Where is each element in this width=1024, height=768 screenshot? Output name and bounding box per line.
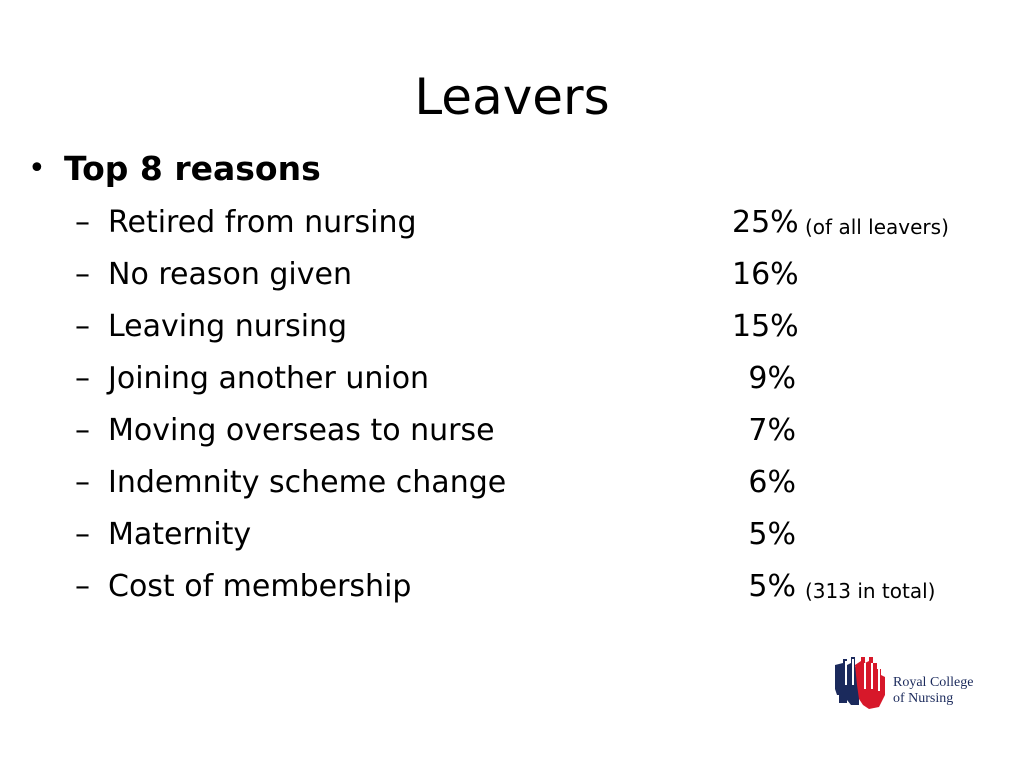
reason-label: Joining another union [108, 361, 430, 396]
bullet-item: • Top 8 reasons [28, 146, 321, 192]
dash-symbol: – [75, 569, 90, 604]
dash-symbol: – [75, 465, 90, 500]
reason-item: – Retired from nursing 25% (of all leave… [75, 200, 995, 252]
dash-symbol: – [75, 413, 90, 448]
reason-label: Cost of membership [108, 569, 412, 604]
logo-line-1: Royal College [893, 675, 974, 690]
reason-item: – Maternity 5% [75, 512, 995, 564]
dash-symbol: – [75, 517, 90, 552]
dash-symbol: – [75, 205, 90, 240]
reason-item: – No reason given 16% [75, 252, 995, 304]
reason-item: – Cost of membership 5% (313 in total) [75, 564, 995, 616]
logo-line-2: of Nursing [893, 691, 954, 706]
dash-symbol: – [75, 309, 90, 344]
reason-percent: 5% [748, 569, 796, 604]
reasons-list: – Retired from nursing 25% (of all leave… [75, 200, 995, 616]
logo-wordmark: Royal College of Nursing [893, 675, 974, 707]
reason-percent: 16% [732, 257, 799, 292]
dash-symbol: – [75, 257, 90, 292]
rcn-hands-logo-icon [835, 657, 885, 709]
reason-percent: 9% [748, 361, 796, 396]
dash-symbol: – [75, 361, 90, 396]
reason-label: No reason given [108, 257, 352, 292]
reason-item: – Joining another union 9% [75, 356, 995, 408]
reason-percent: 6% [748, 465, 796, 500]
reason-label: Moving overseas to nurse [108, 413, 495, 448]
reason-label: Indemnity scheme change [108, 465, 507, 500]
slide-title: Leavers [414, 68, 610, 126]
reason-label: Leaving nursing [108, 309, 348, 344]
reason-item: – Moving overseas to nurse 7% [75, 408, 995, 460]
reason-percent: 5% [748, 517, 796, 552]
reason-percent: 15% [732, 309, 799, 344]
reason-item: – Leaving nursing 15% [75, 304, 995, 356]
rcn-logo: Royal College of Nursing [833, 655, 993, 713]
reason-percent: 25% [732, 205, 799, 240]
reason-note: (of all leavers) [805, 215, 949, 239]
reason-label: Retired from nursing [108, 205, 417, 240]
reason-percent: 7% [748, 413, 796, 448]
bullet-symbol: • [28, 151, 46, 186]
reason-note: (313 in total) [805, 579, 936, 603]
reason-label: Maternity [108, 517, 252, 552]
bullet-heading: Top 8 reasons [64, 149, 321, 188]
reason-item: – Indemnity scheme change 6% [75, 460, 995, 512]
